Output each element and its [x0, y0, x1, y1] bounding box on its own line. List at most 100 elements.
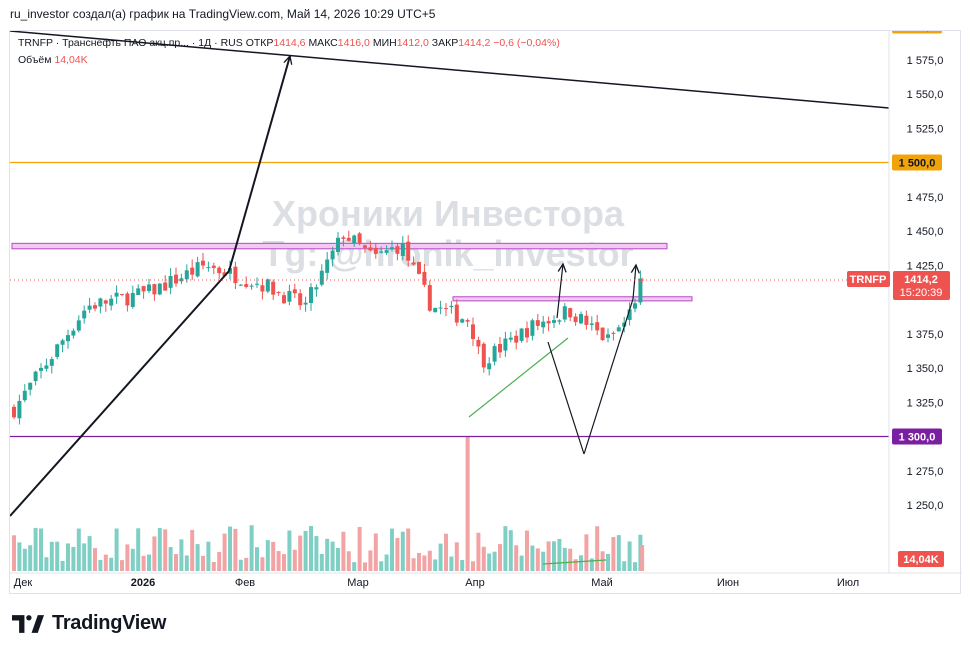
candle-body[interactable] — [114, 292, 119, 297]
candle-body[interactable] — [390, 247, 394, 250]
candle-body[interactable] — [28, 382, 33, 390]
candle-body[interactable] — [109, 298, 114, 306]
candle-body[interactable] — [546, 321, 551, 324]
candle-body[interactable] — [60, 340, 65, 345]
candle-body[interactable] — [201, 260, 205, 266]
candle-body[interactable] — [255, 283, 259, 285]
price-level-badge[interactable] — [892, 428, 942, 445]
candle-body[interactable] — [39, 367, 43, 371]
price-level-badge[interactable] — [892, 31, 942, 34]
candle-body[interactable] — [168, 275, 173, 288]
ascending-trendline[interactable] — [10, 270, 230, 517]
candle-body[interactable] — [249, 285, 254, 287]
candle-body[interactable] — [184, 270, 189, 280]
candle-body[interactable] — [411, 262, 416, 265]
candle-body[interactable] — [357, 233, 362, 244]
candle-body[interactable] — [476, 339, 481, 347]
candle-body[interactable] — [233, 266, 238, 284]
candle-body[interactable] — [535, 320, 540, 326]
candle-body[interactable] — [211, 265, 216, 268]
candle-body[interactable] — [265, 279, 270, 292]
candle-body[interactable] — [460, 319, 465, 323]
candle-body[interactable] — [514, 335, 519, 343]
candle-body[interactable] — [627, 309, 632, 320]
pattern-line-up[interactable] — [583, 298, 634, 455]
candle-body[interactable] — [589, 323, 594, 325]
candle-body[interactable] — [217, 267, 222, 274]
candle-body[interactable] — [508, 337, 513, 340]
candle-body[interactable] — [562, 306, 567, 320]
candle-body[interactable] — [282, 295, 286, 304]
candle-body[interactable] — [384, 250, 389, 253]
candle-body[interactable] — [368, 247, 373, 251]
candle-body[interactable] — [454, 304, 459, 323]
candle-body[interactable] — [87, 305, 92, 310]
candle-body[interactable] — [541, 321, 546, 328]
candle-body[interactable] — [498, 344, 502, 353]
candle-body[interactable] — [352, 235, 357, 244]
candle-body[interactable] — [276, 291, 281, 293]
breakout-zone[interactable] — [452, 296, 693, 302]
candle-body[interactable] — [633, 303, 637, 309]
volume-trendline[interactable] — [542, 559, 607, 565]
candle-body[interactable] — [616, 327, 621, 332]
candle-body[interactable] — [438, 307, 443, 309]
candle-body[interactable] — [76, 320, 81, 331]
candle-body[interactable] — [238, 284, 243, 286]
candle-body[interactable] — [584, 315, 589, 325]
candle-body[interactable] — [71, 330, 76, 336]
candle-body[interactable] — [622, 322, 627, 327]
candle-body[interactable] — [103, 300, 108, 304]
candle-body[interactable] — [163, 282, 168, 291]
projection-arrow-line[interactable] — [228, 55, 291, 272]
candle-body[interactable] — [314, 287, 319, 290]
candle-body[interactable] — [471, 324, 475, 339]
candle-body[interactable] — [287, 290, 292, 302]
candle-body[interactable] — [136, 288, 141, 296]
candle-body[interactable] — [611, 332, 616, 334]
candle-body[interactable] — [244, 284, 249, 287]
candle-body[interactable] — [373, 247, 378, 254]
candle-body[interactable] — [17, 400, 22, 419]
candle-body[interactable] — [557, 320, 562, 322]
candle-body[interactable] — [379, 251, 384, 253]
chart-frame[interactable]: Хроники Инвестора Tg: @hronik_investor 1 … — [9, 30, 962, 595]
candle-body[interactable] — [174, 274, 178, 284]
candle-body[interactable] — [147, 284, 151, 292]
candle-body[interactable] — [363, 245, 367, 248]
candle-body[interactable] — [222, 272, 227, 276]
candle-body[interactable] — [49, 359, 54, 366]
candle-body[interactable] — [303, 302, 308, 305]
candle-body[interactable] — [552, 320, 556, 323]
candle-body[interactable] — [125, 293, 130, 306]
candle-body[interactable] — [44, 365, 49, 369]
candle-body[interactable] — [449, 305, 454, 308]
candle-body[interactable] — [325, 259, 330, 273]
candle-body[interactable] — [330, 250, 335, 260]
candle-body[interactable] — [292, 289, 297, 294]
tradingview-logo[interactable]: TradingView — [12, 612, 166, 635]
candle-body[interactable] — [152, 284, 157, 295]
candle-body[interactable] — [55, 344, 60, 357]
candle-body[interactable] — [595, 322, 600, 331]
candle-body[interactable] — [406, 241, 411, 261]
candle-body[interactable] — [190, 267, 195, 275]
candle-body[interactable] — [120, 293, 124, 295]
candle-body[interactable] — [260, 285, 265, 292]
candle-body[interactable] — [638, 278, 643, 303]
descending-trendline[interactable] — [10, 31, 890, 109]
candle-body[interactable] — [395, 246, 400, 254]
candle-body[interactable] — [492, 346, 497, 362]
legend-symbol-line[interactable]: TRNFP · Транснефть ПАО акц.пр... · 1Д · … — [18, 37, 560, 49]
candle-body[interactable] — [271, 281, 276, 295]
price-level-badge[interactable] — [892, 154, 942, 171]
candle-body[interactable] — [93, 305, 97, 309]
candle-body[interactable] — [444, 308, 448, 310]
candle-body[interactable] — [206, 267, 211, 269]
candle-body[interactable] — [336, 237, 340, 252]
candle-body[interactable] — [179, 278, 184, 282]
candle-body[interactable] — [422, 271, 427, 285]
candle-body[interactable] — [341, 237, 346, 239]
candle-body[interactable] — [157, 283, 162, 295]
